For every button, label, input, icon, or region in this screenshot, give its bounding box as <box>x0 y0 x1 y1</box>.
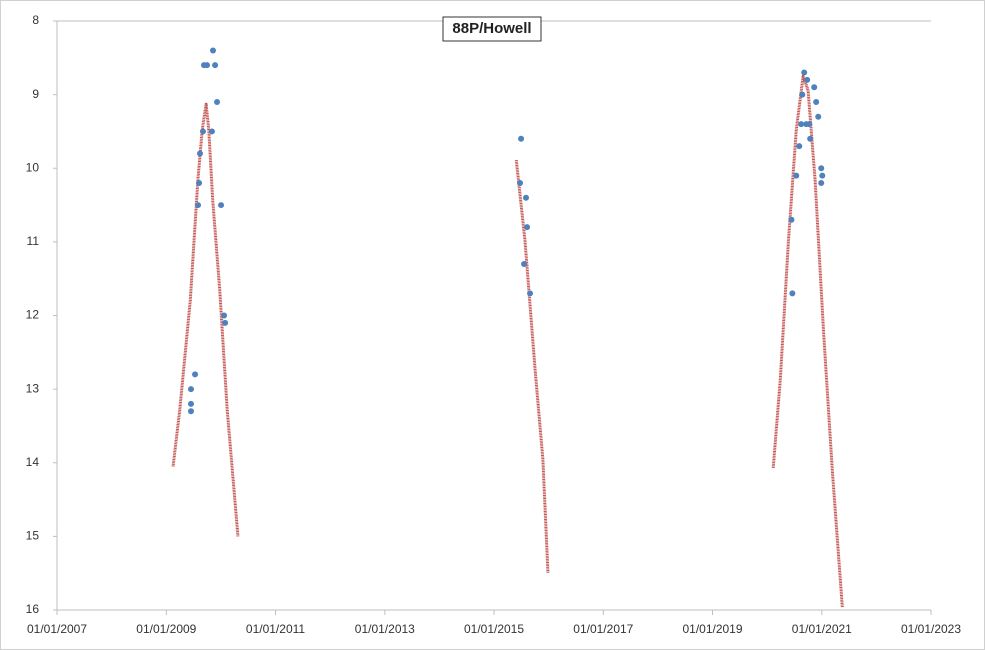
x-tick-label: 01/01/2023 <box>901 622 961 636</box>
data-point <box>801 69 808 76</box>
y-tick-label: 14 <box>26 455 40 469</box>
x-tick-label: 01/01/2009 <box>136 622 196 636</box>
data-point <box>819 172 826 179</box>
y-tick-label: 15 <box>26 529 40 543</box>
data-point <box>818 179 825 186</box>
x-tick-label: 01/01/2021 <box>792 622 852 636</box>
data-point <box>806 121 813 128</box>
data-point <box>527 290 534 297</box>
data-point <box>192 371 199 378</box>
y-tick-label: 11 <box>27 234 40 248</box>
data-point <box>523 194 530 201</box>
model-curve <box>771 74 844 608</box>
x-tick-label: 01/01/2007 <box>27 622 87 636</box>
data-point <box>789 290 796 297</box>
model-curve <box>171 102 240 537</box>
data-point <box>818 165 825 172</box>
data-point <box>793 172 800 179</box>
data-point <box>195 202 202 209</box>
data-point <box>815 113 822 120</box>
data-point <box>188 386 195 393</box>
x-tick-label: 01/01/2017 <box>573 622 633 636</box>
data-point <box>813 98 820 105</box>
x-tick-label: 01/01/2019 <box>682 622 742 636</box>
y-tick-label: 16 <box>26 602 40 616</box>
y-tick-label: 9 <box>32 87 39 101</box>
x-tick-label: 01/01/2015 <box>464 622 524 636</box>
x-tick-label: 01/01/2013 <box>355 622 415 636</box>
y-tick-label: 8 <box>32 13 39 27</box>
y-tick-label: 12 <box>26 308 40 322</box>
data-point <box>799 91 806 98</box>
data-point <box>188 400 195 407</box>
data-point <box>196 150 203 157</box>
y-tick-label: 13 <box>26 381 40 395</box>
data-point <box>804 76 811 83</box>
data-point <box>188 408 195 415</box>
data-point <box>807 135 814 142</box>
data-point <box>222 319 229 326</box>
y-tick-label: 10 <box>26 160 40 174</box>
data-point <box>204 62 211 69</box>
data-point <box>796 143 803 150</box>
data-point <box>199 128 206 135</box>
data-point <box>811 84 818 91</box>
data-point <box>214 98 221 105</box>
data-point <box>209 47 216 54</box>
title-box <box>442 16 542 42</box>
data-point <box>196 179 203 186</box>
data-point <box>517 179 524 186</box>
data-point <box>218 202 225 209</box>
data-point <box>788 216 795 223</box>
x-tick-label: 01/01/2011 <box>246 622 305 636</box>
data-point <box>221 312 228 319</box>
data-point <box>212 62 219 69</box>
data-point <box>524 224 531 231</box>
data-point <box>798 121 805 128</box>
data-point <box>208 128 215 135</box>
data-point <box>521 260 528 267</box>
chart-title: 88P/Howell <box>452 20 531 37</box>
data-point <box>518 135 525 142</box>
